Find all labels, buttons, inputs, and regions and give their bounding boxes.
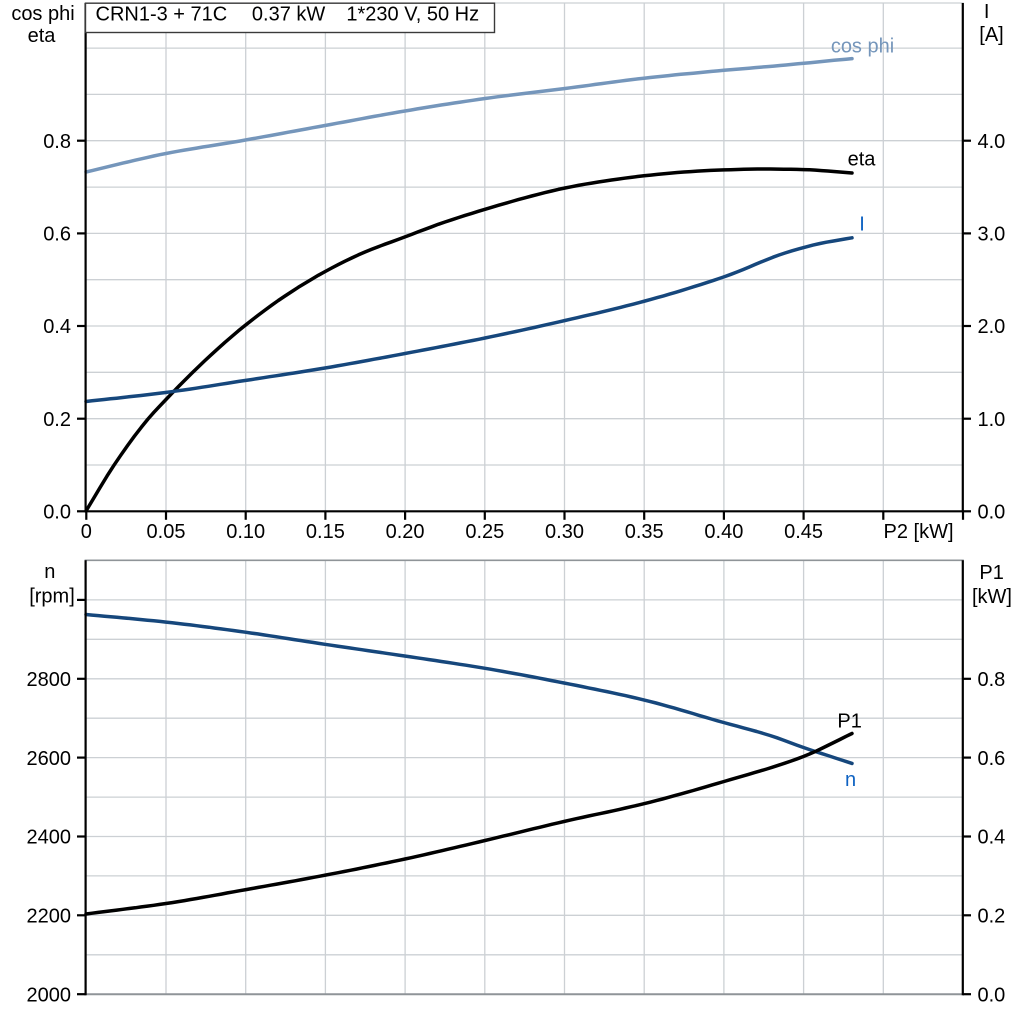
svg-text:n: n <box>845 769 856 791</box>
svg-text:0.25: 0.25 <box>465 521 504 543</box>
svg-text:0.10: 0.10 <box>226 521 265 543</box>
svg-text:0.37 kW: 0.37 kW <box>252 4 325 26</box>
svg-text:2600: 2600 <box>27 748 72 770</box>
svg-text:0.20: 0.20 <box>386 521 425 543</box>
svg-text:0.2: 0.2 <box>978 906 1006 928</box>
svg-text:P1: P1 <box>837 710 861 732</box>
svg-text:I: I <box>859 213 865 235</box>
svg-text:eta: eta <box>848 149 877 171</box>
svg-text:P1: P1 <box>979 562 1003 584</box>
svg-text:CRN1-3 + 71C: CRN1-3 + 71C <box>96 4 228 26</box>
svg-text:0.4: 0.4 <box>978 827 1006 849</box>
svg-text:2.0: 2.0 <box>978 316 1006 338</box>
svg-text:3.0: 3.0 <box>978 224 1006 246</box>
svg-text:0.8: 0.8 <box>43 131 71 153</box>
svg-text:cos phi: cos phi <box>11 3 74 25</box>
svg-text:2000: 2000 <box>27 984 72 1006</box>
svg-text:0.6: 0.6 <box>978 748 1006 770</box>
svg-text:1.0: 1.0 <box>978 409 1006 431</box>
svg-text:2400: 2400 <box>27 827 72 849</box>
svg-text:4.0: 4.0 <box>978 131 1006 153</box>
svg-text:[A]: [A] <box>979 24 1003 46</box>
svg-text:eta: eta <box>28 25 57 47</box>
svg-text:0.40: 0.40 <box>704 521 743 543</box>
svg-text:0.0: 0.0 <box>978 984 1006 1006</box>
svg-text:0.0: 0.0 <box>43 502 71 524</box>
svg-text:0.05: 0.05 <box>147 521 186 543</box>
svg-text:0.35: 0.35 <box>625 521 664 543</box>
svg-text:1*230 V, 50 Hz: 1*230 V, 50 Hz <box>346 4 479 26</box>
svg-text:P2 [kW]: P2 [kW] <box>884 521 954 543</box>
svg-text:0.2: 0.2 <box>43 409 71 431</box>
svg-text:2200: 2200 <box>27 906 72 928</box>
svg-text:I: I <box>984 1 990 23</box>
svg-text:0.15: 0.15 <box>306 521 345 543</box>
svg-text:0.0: 0.0 <box>978 502 1006 524</box>
svg-text:0.30: 0.30 <box>545 521 584 543</box>
svg-text:n: n <box>44 561 55 583</box>
svg-text:0.45: 0.45 <box>784 521 823 543</box>
svg-text:0.4: 0.4 <box>43 316 71 338</box>
svg-text:0.6: 0.6 <box>43 224 71 246</box>
svg-text:[kW]: [kW] <box>972 586 1012 608</box>
svg-text:[rpm]: [rpm] <box>29 586 75 608</box>
svg-text:0: 0 <box>81 521 92 543</box>
svg-text:0.8: 0.8 <box>978 669 1006 691</box>
svg-text:2800: 2800 <box>27 669 72 691</box>
svg-text:cos phi: cos phi <box>831 36 894 58</box>
